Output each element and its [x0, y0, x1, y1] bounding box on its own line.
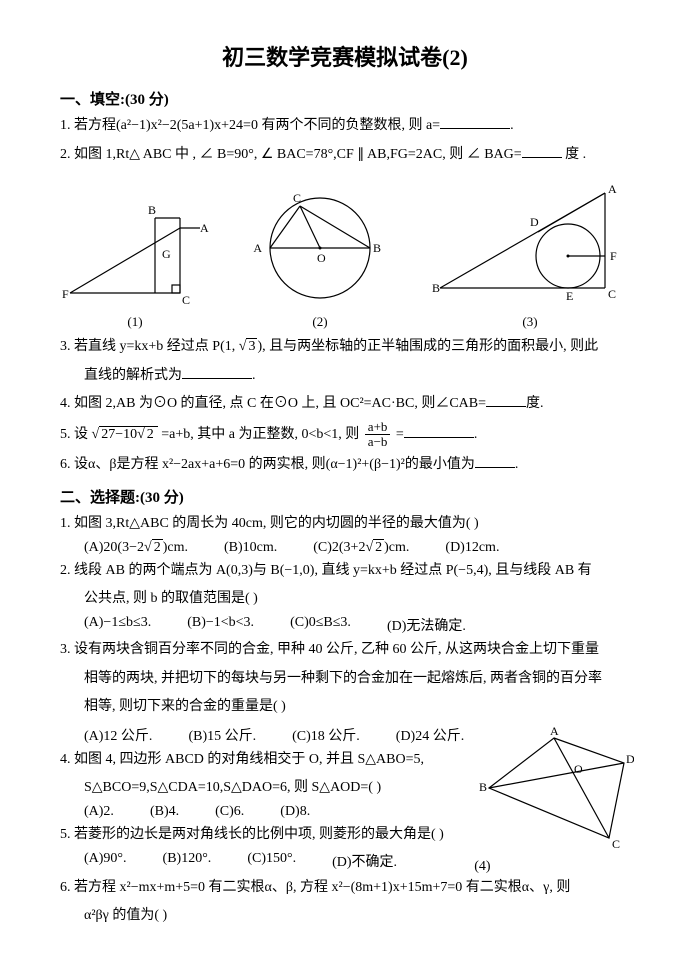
fill-q3-pre: 3. 若直线 y=kx+b 经过点 P(1, — [60, 339, 239, 354]
figure-4: A B C D O (4) — [464, 723, 634, 875]
section-1-head: 一、填空:(30 分) — [60, 88, 630, 109]
mc-q3-l2: 相等的两块, 并把切下的每块与另一种剩下的合金加在一起熔炼后, 两者含铜的百分率 — [60, 666, 630, 693]
fill-q3-line2: 直线的解析式为. — [60, 363, 630, 390]
mc-q3-q4-row: (A)12 公斤. (B)15 公斤. (C)18 公斤. (D)24 公斤. … — [60, 723, 630, 875]
choice-a: (A)20(3−22)cm. — [84, 540, 188, 556]
fig4-caption: (4) — [474, 859, 634, 875]
choice-c: (C)150°. — [247, 851, 296, 871]
fig2-caption: (2) — [245, 314, 395, 330]
svg-text:D: D — [626, 752, 634, 766]
choice-c: (C)18 公斤. — [292, 725, 360, 745]
choice-a: (A)2. — [84, 804, 114, 820]
figure-3-svg: A B C D E F — [430, 178, 630, 308]
fill-q2-text: 2. 如图 1,Rt△ ABC 中 , ∠ B=90°, ∠ BAC=78°,C… — [60, 147, 522, 162]
fig3-caption: (3) — [430, 314, 630, 330]
svg-text:C: C — [608, 287, 616, 301]
svg-text:F: F — [62, 287, 69, 301]
choice-b: (B)10cm. — [224, 540, 277, 556]
figure-1: B A G C F (1) — [60, 188, 210, 330]
svg-text:F: F — [610, 249, 617, 263]
figure-2: A B C O (2) — [245, 178, 395, 330]
choice-d: (D)12cm. — [445, 540, 499, 556]
svg-text:B: B — [373, 241, 381, 255]
choice-c: (C)6. — [215, 804, 244, 820]
figures-row: B A G C F (1) A B C O — [60, 180, 630, 330]
mc-q3-l1: 3. 设有两块含铜百分率不同的合金, 甲种 40 公斤, 乙种 60 公斤, 从… — [60, 637, 630, 664]
choice-a: (A)90°. — [84, 851, 127, 871]
choice-b: (B)15 公斤. — [188, 725, 256, 745]
fraction: a+ba−b — [365, 420, 391, 450]
mc-q4-choices: (A)2. (B)4. (C)6. (D)8. — [60, 804, 464, 820]
blank — [440, 114, 510, 129]
choice-c: (C)2(3+22)cm. — [313, 540, 409, 556]
svg-text:C: C — [293, 191, 301, 205]
figure-3: A B C D E F (3) — [430, 178, 630, 330]
mc-q3-choices: (A)12 公斤. (B)15 公斤. (C)18 公斤. (D)24 公斤. — [60, 725, 464, 745]
page: 初三数学竞赛模拟试卷(2) 一、填空:(30 分) 1. 若方程(a²−1)x²… — [0, 0, 690, 952]
figure-4-svg: A B C D O — [474, 723, 634, 853]
fill-q6: 6. 设α、β是方程 x²−2ax+a+6=0 的两实根, 则(α−1)²+(β… — [60, 452, 630, 479]
svg-text:B: B — [479, 780, 487, 794]
mc-q5-choices: (A)90°. (B)120°. (C)150°. (D)不确定. — [60, 851, 464, 871]
svg-text:E: E — [566, 289, 573, 303]
svg-text:B: B — [148, 203, 156, 217]
fill-q4: 4. 如图 2,AB 为⊙O 的直径, 点 C 在⊙O 上, 且 OC²=AC·… — [60, 391, 630, 418]
mc-q3-l3: 相等, 则切下来的合金的重量是( ) — [60, 694, 630, 721]
fill-q3: 3. 若直线 y=kx+b 经过点 P(1, 3), 且与两坐标轴的正半轴围成的… — [60, 334, 630, 361]
blank — [404, 423, 474, 438]
svg-text:C: C — [612, 837, 620, 851]
figure-1-svg: B A G C F — [60, 188, 210, 308]
svg-text:D: D — [530, 215, 539, 229]
sqrt-icon: 27−102 — [92, 422, 158, 449]
mc-q4-l2: S△BCO=9,S△CDA=10,S△DAO=6, 则 S△AOD=( ) — [60, 775, 464, 802]
mc-q4-text: (A)12 公斤. (B)15 公斤. (C)18 公斤. (D)24 公斤. … — [60, 723, 464, 873]
choice-b: (B)4. — [150, 804, 179, 820]
section-2-head: 二、选择题:(30 分) — [60, 486, 630, 507]
mc-q2-l2: 公共点, 则 b 的取值范围是( ) — [60, 586, 630, 613]
fig1-caption: (1) — [60, 314, 210, 330]
mc-q4-l1: 4. 如图 4, 四边形 ABCD 的对角线相交于 O, 并且 S△ABO=5, — [60, 747, 464, 774]
choice-c: (C)0≤B≤3. — [290, 615, 351, 635]
sqrt-icon: 3 — [239, 334, 258, 361]
blank — [522, 143, 562, 158]
choice-a: (A)−1≤b≤3. — [84, 615, 151, 635]
fill-q2: 2. 如图 1,Rt△ ABC 中 , ∠ B=90°, ∠ BAC=78°,C… — [60, 142, 630, 169]
choice-d: (D)无法确定. — [387, 615, 466, 635]
choice-b: (B)120°. — [163, 851, 212, 871]
fill-q5: 5. 设 27−102 =a+b, 其中 a 为正整数, 0<b<1, 则 a+… — [60, 420, 630, 450]
fill-q1-text: 1. 若方程(a²−1)x²−2(5a+1)x+24=0 有两个不同的负整数根,… — [60, 118, 440, 133]
fill-q3-mid: ), 且与两坐标轴的正半轴围成的三角形的面积最小, 则此 — [257, 339, 598, 354]
svg-text:G: G — [162, 247, 171, 261]
mc-q1-choices: (A)20(3−22)cm. (B)10cm. (C)2(3+22)cm. (D… — [60, 540, 630, 556]
mc-q5: 5. 若菱形的边长是两对角线长的比例中项, 则菱形的最大角是( ) — [60, 822, 464, 849]
svg-text:B: B — [432, 281, 440, 295]
choice-a: (A)12 公斤. — [84, 725, 152, 745]
choice-d: (D)不确定. — [332, 851, 397, 871]
fill-q2-suffix: 度 . — [562, 147, 587, 162]
svg-text:O: O — [317, 251, 326, 265]
mc-q1: 1. 如图 3,Rt△ABC 的周长为 40cm, 则它的内切圆的半径的最大值为… — [60, 511, 630, 538]
mc-q6-l1: 6. 若方程 x²−mx+m+5=0 有二实根α、β, 方程 x²−(8m+1)… — [60, 875, 630, 902]
mc-q2-choices: (A)−1≤b≤3. (B)−1<b<3. (C)0≤B≤3. (D)无法确定. — [60, 615, 630, 635]
svg-text:A: A — [550, 724, 559, 738]
choice-b: (B)−1<b<3. — [187, 615, 254, 635]
blank — [475, 453, 515, 468]
choice-d: (D)8. — [280, 804, 310, 820]
svg-text:O: O — [574, 762, 583, 776]
choice-d: (D)24 公斤. — [396, 725, 464, 745]
fill-q1: 1. 若方程(a²−1)x²−2(5a+1)x+24=0 有两个不同的负整数根,… — [60, 113, 630, 140]
mc-q2-l1: 2. 线段 AB 的两个端点为 A(0,3)与 B(−1,0), 直线 y=kx… — [60, 558, 630, 585]
svg-text:A: A — [253, 241, 262, 255]
figure-2-svg: A B C O — [245, 178, 395, 308]
page-title: 初三数学竞赛模拟试卷(2) — [60, 40, 630, 72]
svg-text:A: A — [608, 182, 617, 196]
mc-q6-l2: α²βγ 的值为( ) — [60, 903, 630, 930]
blank — [182, 364, 252, 379]
blank — [486, 392, 526, 407]
svg-text:A: A — [200, 221, 209, 235]
svg-text:C: C — [182, 293, 190, 307]
